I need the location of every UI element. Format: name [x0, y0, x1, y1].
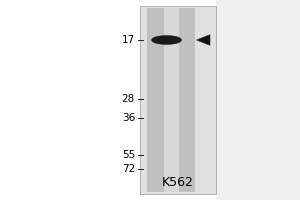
Text: 55: 55: [122, 150, 135, 160]
Text: 36: 36: [122, 113, 135, 123]
Bar: [147, 8, 195, 192]
Ellipse shape: [152, 36, 182, 45]
Polygon shape: [196, 35, 210, 45]
Bar: [140, 6, 216, 194]
Text: 72: 72: [122, 164, 135, 174]
Text: K562: K562: [162, 176, 194, 188]
Bar: [164, 8, 178, 192]
Text: 28: 28: [122, 94, 135, 104]
Bar: [216, 0, 300, 200]
Text: 17: 17: [122, 35, 135, 45]
